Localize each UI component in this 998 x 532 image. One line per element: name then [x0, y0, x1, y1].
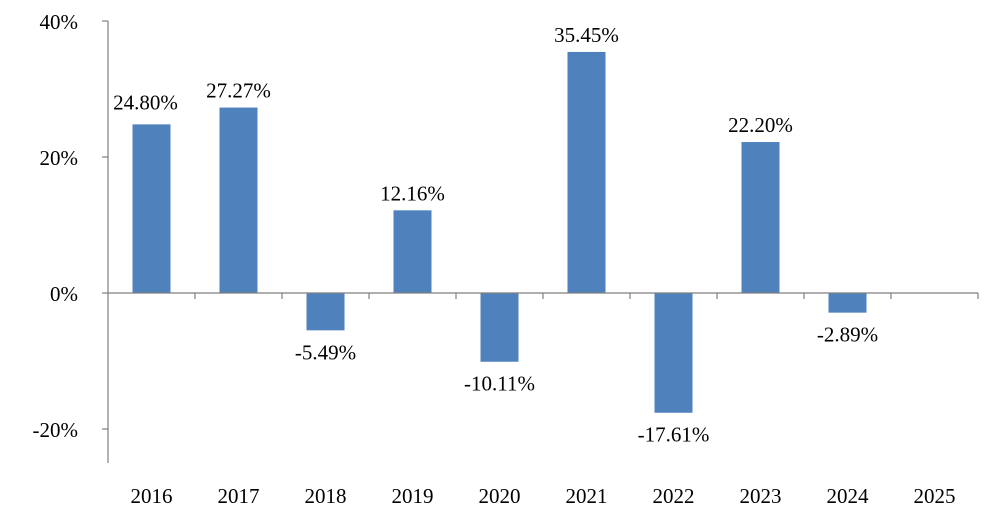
x-category-label: 2020 — [479, 484, 521, 508]
data-label-2016: 24.80% — [113, 90, 178, 114]
x-category-label: 2023 — [740, 484, 782, 508]
data-label-2023: 22.20% — [728, 113, 793, 137]
bar-2019 — [393, 210, 432, 293]
x-category-label: 2021 — [566, 484, 608, 508]
bars — [132, 51, 867, 413]
x-category-label: 2018 — [305, 484, 347, 508]
bar-2018 — [306, 293, 345, 331]
data-label-2018: -5.49% — [295, 340, 356, 364]
x-axis: 2016 2017 2018 2019 2020 2021 2022 2023 2024 2025 — [108, 292, 979, 508]
data-label-2024: -2.89% — [817, 323, 878, 347]
y-tick-label: -20% — [33, 418, 79, 442]
bar-2022 — [654, 293, 693, 413]
x-category-label: 2024 — [827, 484, 870, 508]
data-label-2022: -17.61% — [638, 423, 710, 447]
y-tick-label: 20% — [40, 146, 79, 170]
bar-2024 — [828, 293, 867, 313]
data-label-2019: 12.16% — [380, 181, 445, 205]
bar-2016 — [132, 124, 171, 293]
bar-2023 — [741, 142, 780, 293]
x-category-label: 2025 — [914, 484, 956, 508]
bar-2017 — [219, 107, 258, 294]
x-category-label: 2017 — [218, 484, 260, 508]
bar-2020 — [480, 293, 519, 362]
y-tick-label: 40% — [40, 10, 79, 34]
data-label-2017: 27.27% — [206, 79, 271, 103]
x-category-label: 2016 — [131, 484, 173, 508]
x-category-label: 2022 — [653, 484, 695, 508]
y-axis: 40% 20% 0% -20% — [33, 10, 109, 463]
x-category-label: 2019 — [392, 484, 434, 508]
bar-2021 — [567, 51, 606, 293]
data-label-2020: -10.11% — [464, 372, 535, 396]
data-labels: 24.80% 27.27% -5.49% 12.16% -10.11% 35.45% -17… — [113, 23, 878, 447]
data-label-2021: 35.45% — [554, 23, 619, 47]
y-tick-label: 0% — [50, 282, 78, 306]
